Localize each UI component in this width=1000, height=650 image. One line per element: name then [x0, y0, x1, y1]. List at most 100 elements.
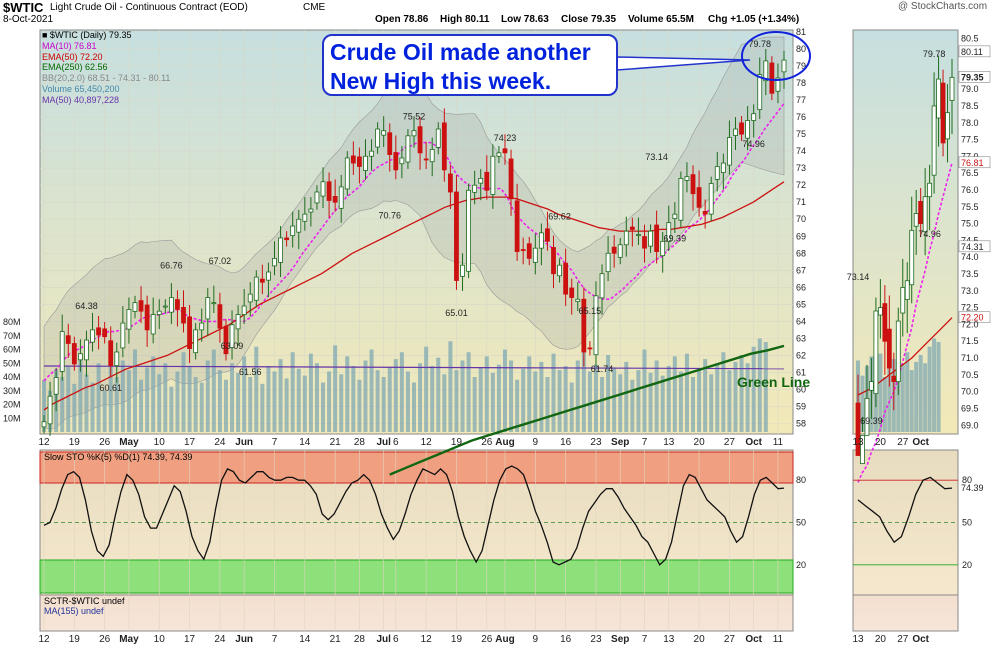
volume-bar: [205, 360, 210, 432]
price-point-label: 66.76: [160, 260, 183, 270]
price-point-label: 63.09: [221, 341, 244, 351]
candle-body: [587, 347, 593, 350]
side-candle-body: [860, 434, 865, 464]
candle-body: [296, 218, 302, 233]
volume-tick-label: 40M: [3, 372, 21, 382]
side-x-tick-label: 27: [897, 634, 909, 645]
volume-bar: [600, 377, 605, 432]
x-tick-label: 6: [393, 437, 399, 448]
volume-bar: [345, 356, 350, 432]
side-volume-bar: [896, 374, 901, 432]
volume-tick-label: 60M: [3, 345, 21, 355]
y-tick-label: 75: [796, 129, 806, 139]
x-tick-label: 14: [299, 437, 311, 448]
price-point-label: 69.62: [548, 212, 571, 222]
side-price-label: 74.96: [918, 229, 941, 239]
candle-body: [59, 331, 65, 372]
volume-tick-label: 10M: [3, 413, 21, 423]
volume-bar: [278, 359, 283, 432]
volume-bar: [606, 355, 611, 432]
side-y-tick-label: 76.0: [961, 185, 979, 195]
y-tick-label: 61: [796, 367, 806, 377]
candle-body: [120, 322, 126, 349]
side-volume-bar: [909, 370, 914, 432]
side-y-tick-label: 79.35: [961, 72, 984, 82]
x-tick-label: 27: [724, 634, 736, 645]
candle-body: [144, 304, 150, 331]
watermark: @ StockCharts.com: [898, 1, 988, 12]
side-stoch-value: 74.39: [961, 483, 984, 493]
x-tick-label: 6: [393, 634, 399, 645]
candle-body: [247, 293, 253, 303]
volume-tick-label: 20M: [3, 400, 21, 410]
volume-bar: [660, 375, 665, 432]
candle-body: [90, 329, 95, 343]
volume-bar: [515, 379, 520, 432]
volume-bar: [563, 366, 568, 432]
volume-bar: [551, 353, 556, 432]
callout-line-1: Crude Oil made another: [330, 39, 591, 65]
candle-body: [727, 137, 732, 166]
stoch-line: [43, 465, 785, 566]
candle-body: [84, 339, 89, 361]
volume-bar: [587, 371, 592, 432]
stoch-tick-label: 80: [796, 475, 806, 485]
volume-bar: [272, 371, 277, 432]
volume-bar: [151, 356, 156, 432]
x-tick-label: 21: [330, 437, 342, 448]
candle-body: [332, 196, 338, 203]
volume-bar: [351, 366, 356, 432]
candle-body: [739, 122, 744, 135]
side-candle-body: [882, 303, 888, 342]
volume-bar: [448, 341, 453, 432]
volume-bar: [230, 363, 235, 432]
legend-item: BB(20,2.0) 68.51 - 74.31 - 80.11: [42, 73, 171, 84]
volume-bar: [703, 359, 708, 432]
side-y-tick-label: 72.0: [961, 319, 979, 329]
y-tick-label: 73: [796, 163, 806, 173]
volume-bar: [642, 349, 647, 432]
legend: ■ $WTIC (Daily) 79.35 MA(10) 76.81 EMA(50)…: [42, 30, 170, 106]
x-tick-label: Aug: [495, 634, 514, 645]
side-volume-bar: [900, 364, 905, 432]
y-tick-label: 68: [796, 248, 806, 258]
x-tick-label: 7: [642, 634, 648, 645]
stoch-legend: Slow STO %K(5) %D(1) 74.39, 74.39: [44, 452, 193, 462]
side-y-tick-label: 78.0: [961, 118, 979, 128]
price-point-label: 70.76: [378, 210, 401, 220]
candle-body: [53, 377, 59, 395]
side-candle-body: [886, 328, 892, 369]
candle-body: [223, 325, 229, 355]
candle-body: [199, 322, 205, 331]
side-candle-body: [940, 82, 946, 144]
volume-bar: [484, 356, 489, 432]
price-point-label: 65.01: [445, 308, 468, 318]
price-point-label: 64.38: [75, 301, 98, 311]
candle-body: [344, 157, 350, 190]
volume-bar: [381, 377, 386, 432]
volume-bar: [539, 361, 544, 432]
volume-bar: [181, 352, 186, 432]
legend-item: Volume 65,450,200: [42, 83, 120, 94]
volume-tick-label: 70M: [3, 331, 21, 341]
x-tick-label: 10: [154, 437, 166, 448]
candle-body: [302, 213, 308, 222]
candle-body: [532, 247, 538, 263]
side-volume-bar: [936, 342, 941, 432]
price-point-label: 73.14: [645, 152, 668, 162]
x-tick-label: 23: [590, 437, 602, 448]
volume-bar: [223, 379, 228, 432]
volume-bar: [527, 356, 532, 432]
volume-bar: [387, 367, 392, 432]
candle-body: [557, 264, 562, 277]
x-tick-label: Sep: [611, 634, 629, 645]
y-tick-label: 70: [796, 214, 806, 224]
y-tick-label: 67: [796, 265, 806, 275]
x-tick-label: 12: [38, 634, 50, 645]
candle-body: [96, 327, 101, 336]
candle-body: [551, 247, 556, 275]
volume-bar: [78, 356, 83, 432]
side-y-tick-label: 69.0: [961, 420, 979, 430]
x-tick-label: 13: [663, 634, 675, 645]
candle-body: [666, 222, 672, 242]
